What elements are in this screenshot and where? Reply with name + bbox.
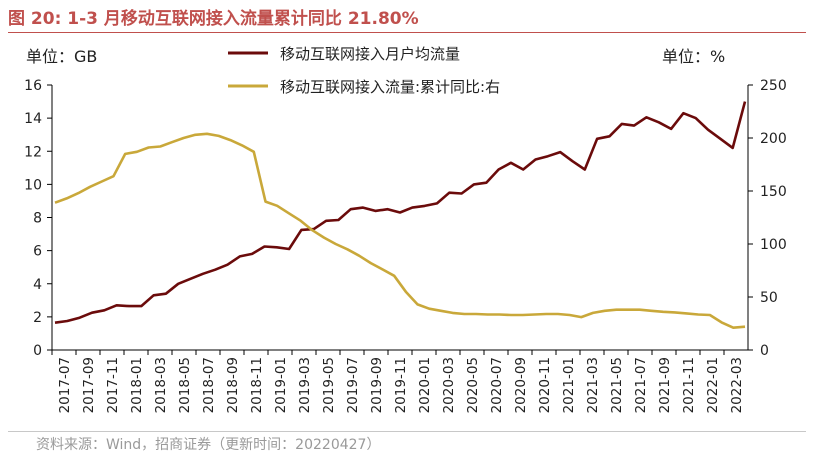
x-tick-label: 2021-03 bbox=[585, 357, 601, 413]
series-layer bbox=[54, 101, 747, 330]
x-tick-label: 2017-07 bbox=[57, 357, 73, 413]
x-tick-label: 2022-03 bbox=[729, 357, 745, 413]
right-tick-label: 250 bbox=[760, 78, 787, 94]
x-tick-label: 2019-09 bbox=[369, 357, 385, 413]
right-unit-label: 单位：% bbox=[662, 47, 725, 66]
x-tick-label: 2020-07 bbox=[489, 357, 505, 413]
x-tick-label: 2018-09 bbox=[225, 357, 241, 413]
x-tick-label: 2018-07 bbox=[201, 357, 217, 413]
left-tick-label: 4 bbox=[33, 277, 42, 293]
right-tick-label: 200 bbox=[760, 131, 787, 147]
series-line-2 bbox=[54, 132, 746, 330]
axes: 0 2 4 6 8 10 12 14 16 0 50 100 150 200 250 2017-07 2017-… bbox=[24, 78, 787, 413]
right-tick-label: 100 bbox=[760, 237, 787, 253]
left-tick-label: 16 bbox=[24, 78, 42, 94]
x-tick-label: 2021-09 bbox=[657, 357, 673, 413]
x-tick-label: 2018-01 bbox=[129, 357, 145, 413]
legend: 移动互联网接入月户均流量 移动互联网接入流量:累计同比:右 bbox=[228, 45, 500, 96]
title-divider bbox=[8, 32, 806, 33]
x-tick-label: 2020-03 bbox=[441, 357, 457, 413]
left-tick-label: 10 bbox=[24, 177, 42, 193]
right-tick-label: 0 bbox=[760, 343, 769, 359]
x-tick-label: 2018-05 bbox=[177, 357, 193, 413]
left-tick-label: 12 bbox=[24, 144, 42, 160]
left-tick-label: 8 bbox=[33, 211, 42, 227]
x-tick-label: 2020-05 bbox=[465, 357, 481, 413]
x-tick-label: 2022-01 bbox=[705, 357, 721, 413]
series-line-1 bbox=[54, 101, 747, 324]
x-tick-label: 2019-11 bbox=[393, 357, 409, 413]
x-tick-label: 2017-11 bbox=[105, 357, 121, 413]
x-tick-label: 2017-09 bbox=[81, 357, 97, 413]
source-note: 资料来源：Wind，招商证券（更新时间：20220427） bbox=[36, 437, 381, 453]
right-tick-label: 50 bbox=[760, 290, 778, 306]
x-tick-label: 2018-11 bbox=[249, 357, 265, 413]
x-tick-label: 2021-05 bbox=[609, 357, 625, 413]
x-tick-label: 2019-03 bbox=[297, 357, 313, 413]
left-tick-label: 2 bbox=[33, 310, 42, 326]
x-tick-label: 2018-03 bbox=[153, 357, 169, 413]
chart-title: 图 20: 1-3 月移动互联网接入流量累计同比 21.80% bbox=[8, 9, 419, 29]
x-tick-label: 2019-05 bbox=[321, 357, 337, 413]
x-tick-label: 2019-01 bbox=[273, 357, 289, 413]
x-tick-label: 2020-01 bbox=[417, 357, 433, 413]
left-unit-label: 单位：GB bbox=[26, 47, 97, 66]
source-divider bbox=[8, 431, 806, 432]
left-tick-label: 6 bbox=[33, 244, 42, 260]
right-tick-label: 150 bbox=[760, 184, 787, 200]
x-tick-label: 2021-01 bbox=[561, 357, 577, 413]
x-tick-label: 2019-07 bbox=[345, 357, 361, 413]
legend-label-series1: 移动互联网接入月户均流量 bbox=[280, 45, 460, 63]
left-tick-label: 14 bbox=[24, 111, 42, 127]
left-tick-label: 0 bbox=[33, 343, 42, 359]
x-tick-label: 2021-07 bbox=[633, 357, 649, 413]
legend-label-series2: 移动互联网接入流量:累计同比:右 bbox=[280, 78, 500, 96]
x-tick-label: 2020-09 bbox=[513, 357, 529, 413]
x-tick-label: 2021-11 bbox=[681, 357, 697, 413]
x-tick-label: 2020-11 bbox=[537, 357, 553, 413]
